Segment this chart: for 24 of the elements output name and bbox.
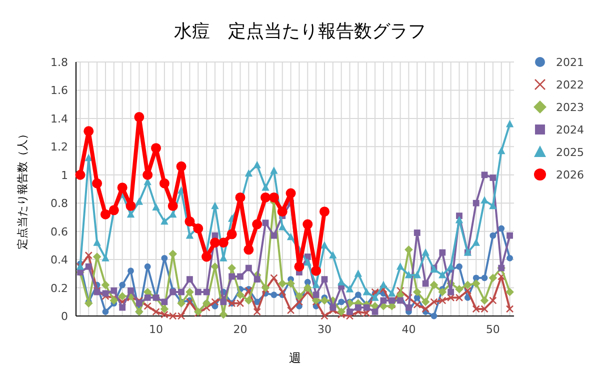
legend-label: 2022	[556, 78, 584, 92]
y-tick-label: 0.6	[50, 225, 68, 238]
x-tick-label: 20	[233, 323, 248, 336]
y-tick-label: 0	[61, 310, 68, 323]
y-tick-label: 1.4	[50, 112, 68, 126]
y-tick-label: 0.4	[50, 254, 68, 267]
y-tick-label: 0.2	[50, 282, 68, 295]
legend-label: 2023	[556, 101, 584, 114]
y-axis-title: 定点当たり報告数（人）	[16, 128, 29, 250]
y-tick-label: 1.2	[50, 140, 68, 154]
y-tick-label: 0.8	[50, 197, 68, 210]
x-tick-label: 30	[317, 323, 332, 336]
chart-title: 水痘 定点当たり報告数グラフ	[174, 21, 426, 42]
x-tick-label: 40	[402, 323, 416, 336]
y-tick-label: 1.6	[50, 84, 68, 98]
legend-label: 2026	[556, 168, 584, 182]
x-axis-title: 週	[289, 351, 301, 365]
x-tick-label: 10	[149, 323, 164, 336]
legend-label: 2021	[556, 56, 584, 69]
y-tick-label: 1	[61, 168, 68, 182]
legend-label: 2025	[556, 146, 584, 159]
x-tick-label: 50	[486, 323, 500, 336]
legend-label: 2024	[556, 124, 584, 136]
y-tick-label: 1.8	[50, 56, 68, 69]
